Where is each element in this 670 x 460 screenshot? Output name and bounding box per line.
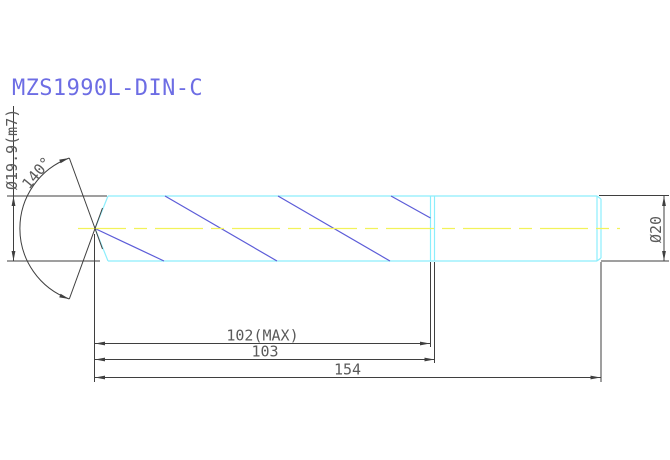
arrowhead [95,375,105,380]
point-angle-extension-line-2 [68,207,103,300]
arrowhead [662,196,666,206]
shank-diameter-label: Ø20 [647,216,665,243]
tip-diameter-label: Ø19.9(m7) [3,109,21,190]
arrowhead [11,196,16,206]
arrowhead [95,357,105,362]
arrowhead [424,357,435,362]
arrowhead [420,341,430,346]
dimension-lines-group [7,106,669,382]
arrowhead [95,341,105,346]
overall-length-label: 154 [334,361,361,379]
flute-line [94,227,165,262]
point-angle-arc [19,157,70,300]
shank-end-chamfer-top [596,195,602,200]
arrowhead [11,251,16,261]
dimension-labels-group: Ø19.9(m7) 140° Ø20 102(MAX) 103 154 [3,109,665,379]
drawing-title: MZS1990L-DIN-C [12,76,203,101]
flute-length-label: 103 [251,343,278,361]
flute-line [390,195,431,219]
flute-length-max-label: 102(MAX) [226,327,298,345]
shank-end-chamfer-bottom [596,257,602,262]
point-angle-extension-line-1 [68,157,103,250]
point-angle-label: 140° [18,153,55,192]
arrowhead [590,375,601,380]
arrowheads-group [11,158,666,380]
arrowhead [59,293,70,299]
arrowhead [662,251,666,261]
arrowhead [59,158,70,164]
